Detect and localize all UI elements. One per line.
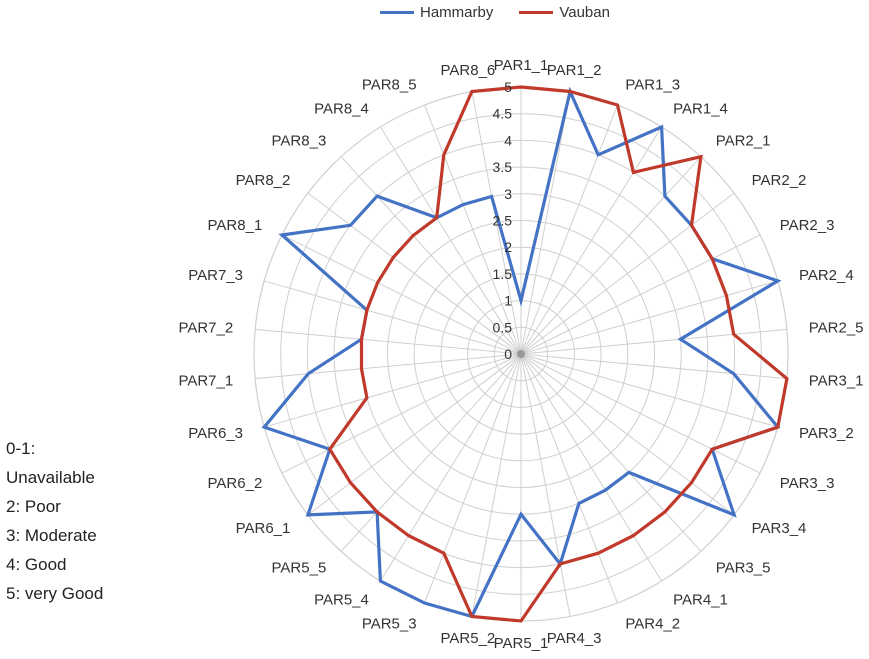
category-label: PAR5_2	[441, 630, 496, 647]
axis-spoke	[520, 353, 618, 604]
category-label: PAR8_6	[441, 62, 496, 79]
axis-spoke	[255, 353, 522, 380]
category-label: PAR5_5	[272, 560, 327, 577]
axis-spoke	[520, 156, 702, 355]
category-label: PAR8_1	[208, 217, 263, 234]
scale-note-line: Unavailable	[6, 468, 95, 487]
category-label: PAR8_4	[314, 100, 369, 117]
category-label: PAR8_5	[362, 77, 417, 94]
category-label: PAR6_1	[236, 520, 291, 537]
category-label: PAR4_1	[673, 592, 728, 609]
category-label: PAR3_5	[716, 560, 771, 577]
axis-spoke	[520, 353, 761, 474]
category-label: PAR2_5	[809, 319, 864, 336]
axis-spoke	[520, 126, 662, 355]
category-label: PAR5_4	[314, 592, 369, 609]
category-label: PAR5_3	[362, 615, 417, 632]
radial-tick-label: 1.5	[493, 266, 513, 282]
axis-spoke	[520, 353, 702, 552]
scale-note: 0-1: Unavailable 2: Poor 3: Moderate 4: …	[6, 434, 103, 608]
chart-legend: Hammarby Vauban	[380, 4, 610, 21]
axis-spoke	[520, 353, 662, 582]
legend-item-vauban: Vauban	[519, 4, 610, 21]
axis-spoke	[307, 353, 522, 516]
category-label: PAR6_3	[188, 425, 243, 442]
legend-label-vauban: Vauban	[559, 4, 610, 21]
axis-spoke	[520, 192, 735, 355]
axis-spoke	[471, 91, 522, 355]
scale-note-line: 2: Poor	[6, 497, 61, 516]
category-label: PAR3_1	[809, 373, 864, 390]
category-label: PAR4_2	[625, 615, 680, 632]
axis-spoke	[281, 353, 522, 474]
axis-spoke	[424, 353, 522, 604]
radial-tick-label: 4	[504, 132, 512, 148]
radial-tick-label: 0	[504, 346, 512, 362]
axis-spoke	[340, 353, 522, 552]
axis-spoke	[307, 192, 522, 355]
radial-tick-label: 1	[504, 293, 512, 309]
axis-spoke	[281, 234, 522, 355]
category-label: PAR7_1	[178, 373, 233, 390]
axis-spoke	[424, 104, 522, 355]
category-label: PAR2_2	[752, 172, 807, 189]
axis-spoke	[520, 104, 618, 355]
category-label: PAR4_3	[547, 630, 602, 647]
scale-note-line: 0-1:	[6, 439, 36, 458]
scale-note-line: 4: Good	[6, 555, 67, 574]
radial-tick-label: 4.5	[493, 106, 513, 122]
category-label: PAR3_4	[752, 520, 807, 537]
category-label: PAR5_1	[494, 635, 549, 652]
legend-swatch-hammarby	[380, 11, 414, 14]
axis-spoke	[264, 280, 522, 355]
axis-spoke	[520, 328, 787, 355]
legend-label-hammarby: Hammarby	[420, 4, 494, 21]
axis-spoke	[520, 91, 571, 355]
legend-item-hammarby: Hammarby	[380, 4, 493, 21]
category-label: PAR6_2	[208, 475, 263, 492]
category-label: PAR3_2	[799, 425, 854, 442]
category-label: PAR8_2	[236, 172, 291, 189]
radial-tick-label: 3	[504, 186, 512, 202]
scale-note-line: 3: Moderate	[6, 526, 97, 545]
axis-spoke	[340, 156, 522, 355]
axis-spoke	[471, 353, 522, 617]
scale-note-line: 5: very Good	[6, 584, 104, 603]
axis-spoke	[520, 353, 571, 617]
axis-spoke	[264, 353, 522, 428]
category-label: PAR8_3	[272, 132, 327, 149]
series-line-vauban	[327, 85, 789, 623]
category-label: PAR1_4	[673, 100, 728, 117]
axis-spoke	[520, 353, 735, 516]
category-label: PAR2_4	[799, 267, 854, 284]
legend-swatch-vauban	[519, 11, 554, 14]
axis-spoke	[520, 234, 761, 355]
center-dot	[517, 350, 525, 358]
axis-spoke	[380, 353, 522, 582]
radial-tick-label: 0.5	[493, 319, 513, 335]
axis-spoke	[520, 353, 778, 428]
category-label: PAR3_3	[780, 475, 835, 492]
category-label: PAR2_1	[716, 132, 771, 149]
axis-spoke	[520, 353, 787, 380]
axis-spoke	[255, 328, 522, 355]
category-label: PAR2_3	[780, 217, 835, 234]
axis-spoke	[520, 280, 778, 355]
category-label: PAR1_1	[494, 57, 549, 74]
axis-spoke	[380, 126, 522, 355]
category-label: PAR1_2	[547, 62, 602, 79]
category-label: PAR7_2	[178, 319, 233, 336]
radial-tick-label: 3.5	[493, 159, 513, 175]
radial-tick-label: 2.5	[493, 213, 513, 229]
category-label: PAR1_3	[625, 77, 680, 94]
category-label: PAR7_3	[188, 267, 243, 284]
radial-tick-label: 2	[504, 239, 512, 255]
radial-tick-label: 5	[504, 79, 512, 95]
